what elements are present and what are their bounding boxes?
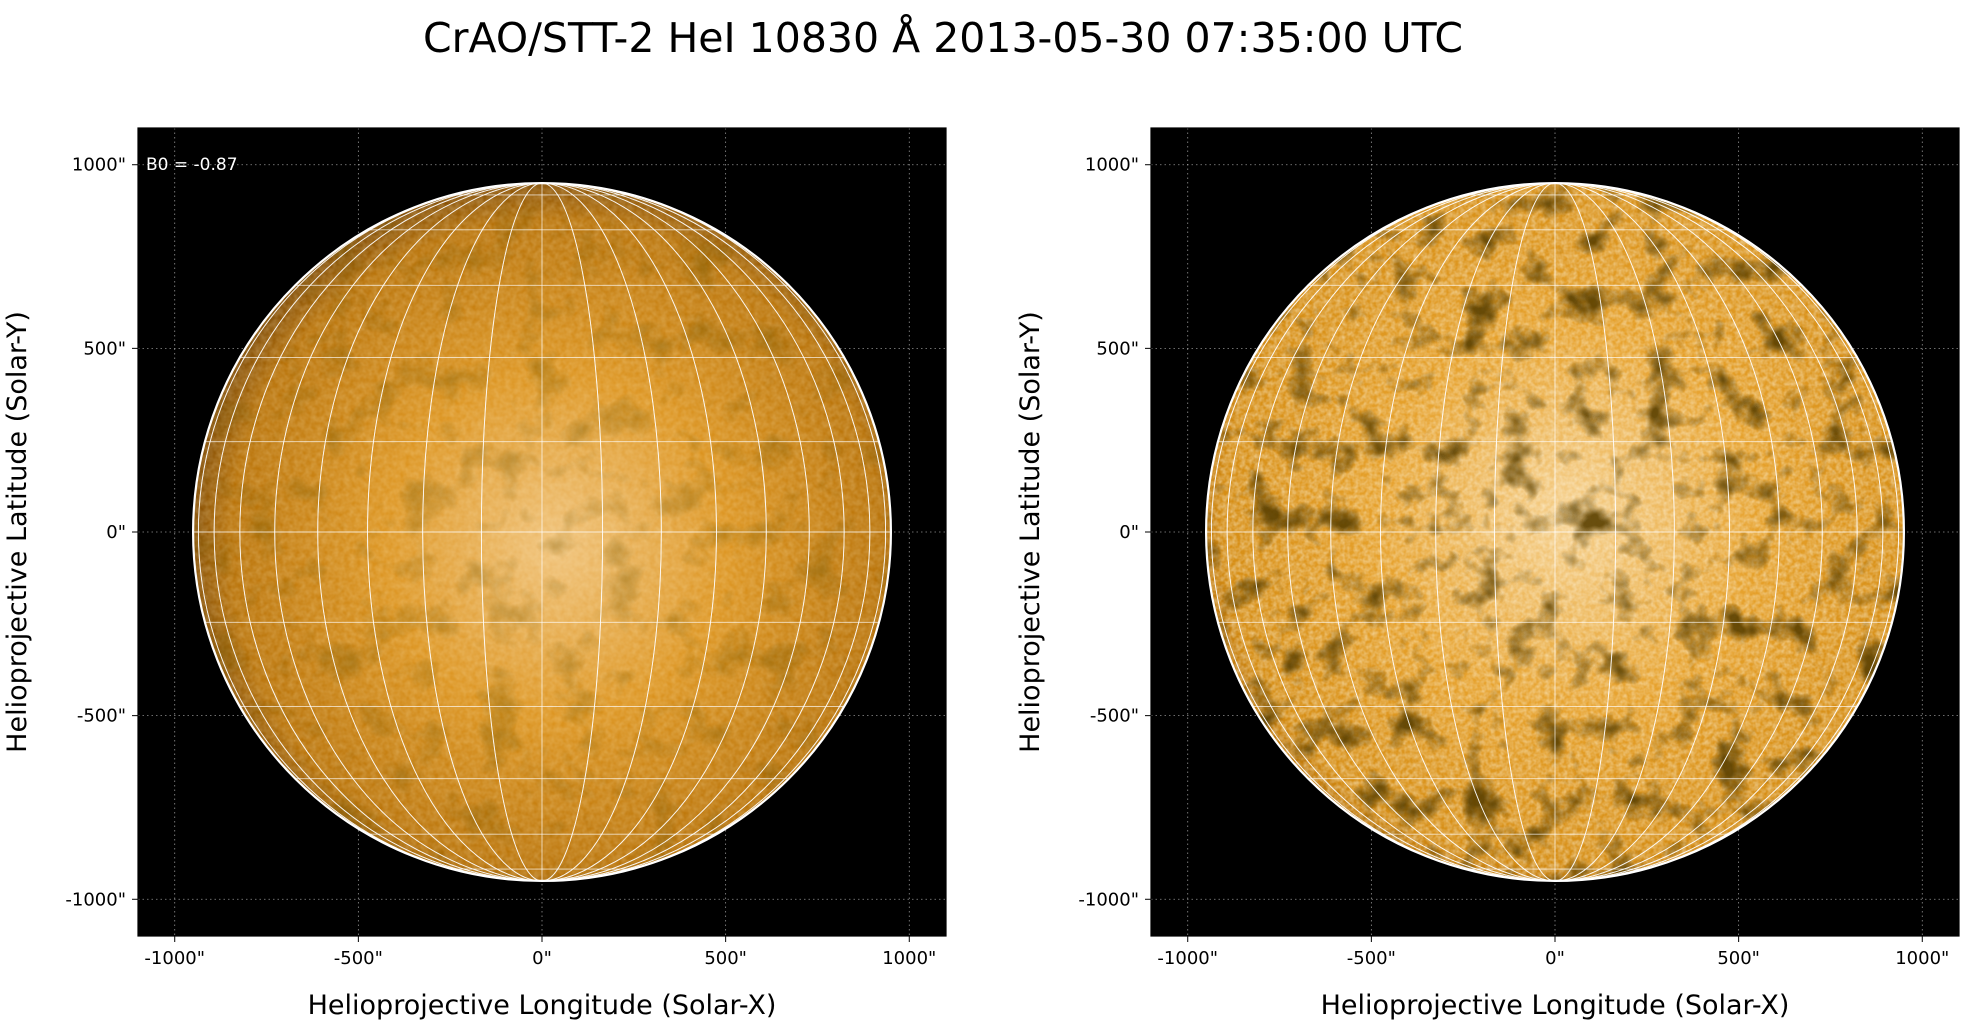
y-tick-label: 500" (83, 338, 126, 359)
longitude-line (480, 183, 604, 881)
x-tick-label: 500" (1717, 948, 1760, 969)
longitude-line (1330, 183, 1780, 881)
b0-annotation: B0 = -0.87 (146, 155, 238, 175)
x-axis-label: Helioprojective Longitude (Solar-X) (1321, 990, 1790, 1021)
longitude-line (367, 183, 717, 881)
heliographic-grid (193, 183, 891, 881)
y-tick-label: -1000" (65, 889, 126, 910)
figure-title: CrAO/STT-2 HeI 10830 Å 2013-05-30 07:35:… (423, 14, 1463, 62)
y-tick-label: -500" (77, 706, 126, 727)
x-tick-label: -1000" (144, 948, 205, 969)
longitude-line (1226, 183, 1884, 881)
solar-limb (1204, 181, 1906, 883)
solar-limb (191, 181, 893, 883)
longitude-line (1380, 183, 1730, 881)
y-axis-label: Helioprojective Latitude (Solar-Y) (2, 311, 33, 753)
longitude-line (1493, 183, 1617, 881)
y-tick-label: -500" (1090, 706, 1139, 727)
solar-panel-1: -1000" -500" 0" 500" 1000" 1000" 500" 0" -500" -1… (2, 127, 947, 1021)
x-axis-label: Helioprojective Longitude (Solar-X) (308, 990, 777, 1021)
longitude-line (1435, 183, 1675, 881)
y-tick-label: 0" (1119, 522, 1139, 543)
longitude-line (1252, 183, 1858, 881)
longitude-line (317, 183, 767, 881)
longitude-line (422, 183, 662, 881)
longitude-line (213, 183, 871, 881)
x-tick-label: 0" (532, 948, 552, 969)
x-tick-label: -500" (334, 948, 383, 969)
x-tick-label: -1000" (1157, 948, 1218, 969)
y-tick-label: 1000" (1085, 155, 1139, 176)
longitude-line (197, 183, 887, 881)
y-tick-label: -1000" (1078, 889, 1139, 910)
longitude-line (1287, 183, 1823, 881)
x-tick-label: 0" (1545, 948, 1565, 969)
y-axis-label: Helioprojective Latitude (Solar-Y) (1015, 311, 1046, 753)
longitude-line (274, 183, 810, 881)
heliographic-grid (1206, 183, 1904, 881)
x-tick-label: -500" (1347, 948, 1396, 969)
x-tick-label: 500" (704, 948, 747, 969)
x-tick-label: 1000" (882, 948, 936, 969)
y-tick-label: 500" (1096, 338, 1139, 359)
x-tick-label: 1000" (1895, 948, 1949, 969)
solar-panel-2: -1000" -500" 0" 500" 1000" 1000" 500" 0" -500" -1… (1015, 127, 1960, 1021)
longitude-line (1210, 183, 1900, 881)
y-tick-label: 1000" (72, 155, 126, 176)
longitude-line (239, 183, 845, 881)
y-tick-label: 0" (106, 522, 126, 543)
